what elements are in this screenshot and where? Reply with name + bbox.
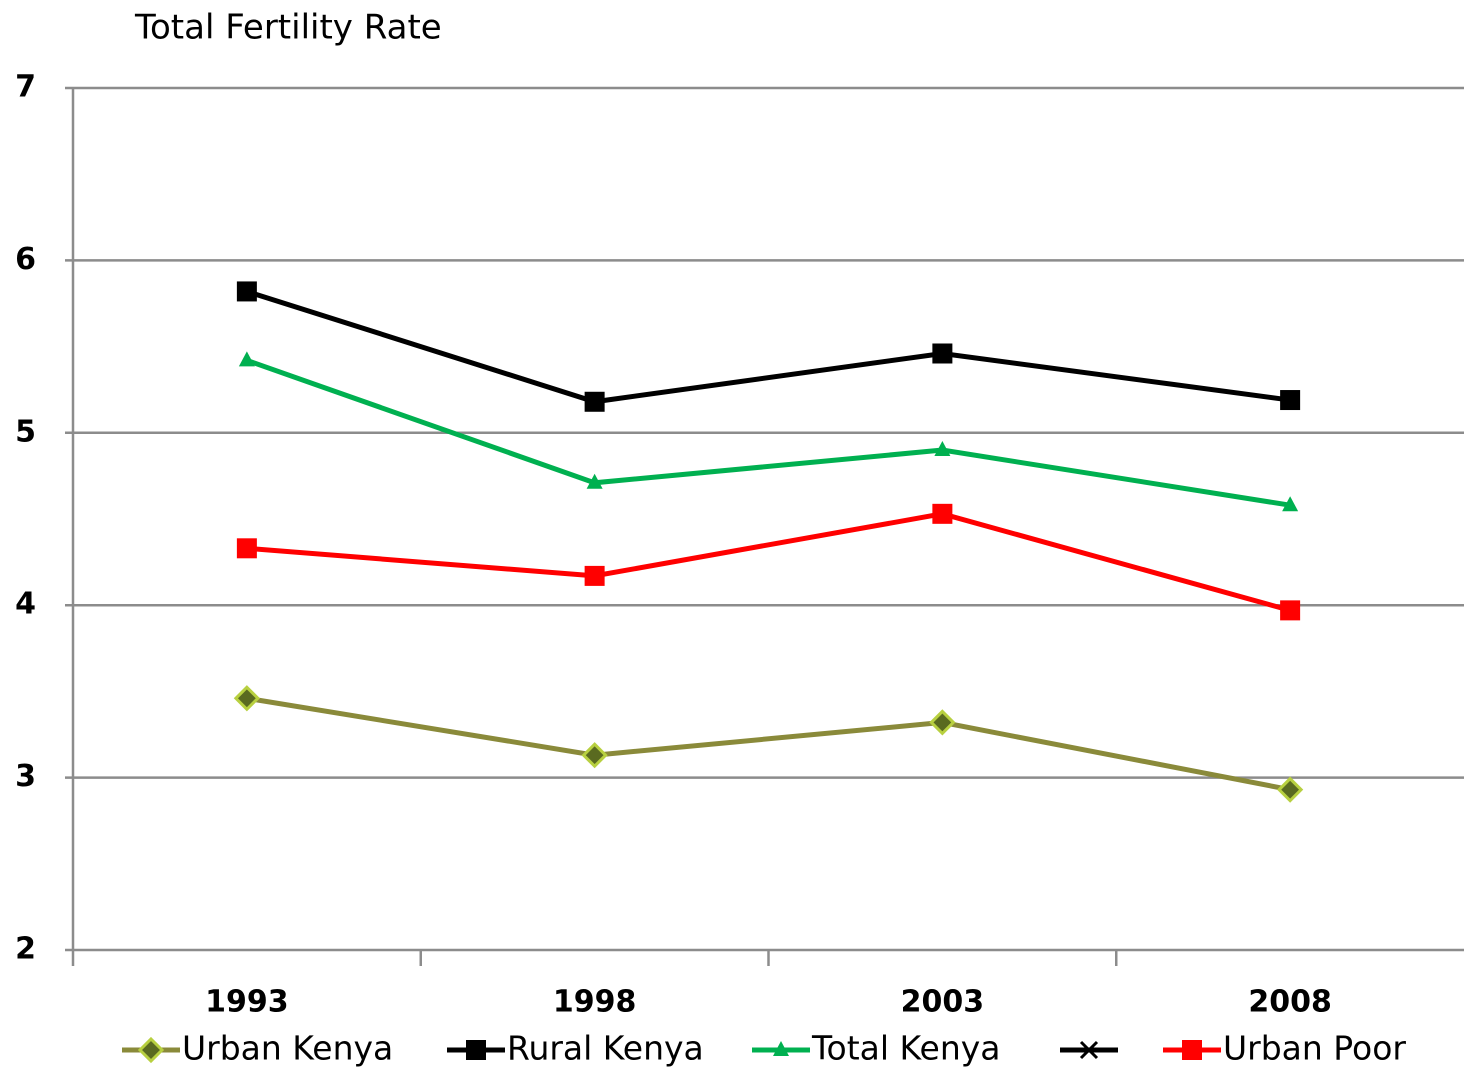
marker	[1280, 390, 1301, 411]
marker	[236, 281, 257, 302]
series-line	[246, 695, 1291, 793]
legend-marker	[1182, 1040, 1202, 1060]
marker	[238, 351, 255, 367]
marker	[932, 503, 953, 524]
series-line	[246, 511, 1291, 613]
marker	[934, 441, 951, 457]
marker	[236, 538, 257, 559]
marker	[586, 473, 603, 489]
series-line	[246, 289, 1291, 405]
x-tick-label: 1998	[553, 985, 637, 1020]
marker	[581, 742, 608, 769]
legend-marker	[773, 1041, 789, 1056]
marker	[233, 685, 260, 712]
x-tick-label: 1993	[205, 985, 289, 1020]
marker	[929, 709, 956, 736]
legend-marker	[466, 1040, 486, 1060]
series-line	[246, 358, 1291, 508]
y-tick-label: 2	[15, 932, 36, 967]
y-tick-label: 6	[15, 242, 36, 277]
marker	[584, 565, 605, 586]
chart-title: Total Fertility Rate	[134, 8, 442, 48]
x-tick-label: 2008	[1248, 985, 1332, 1020]
legend-marker	[1079, 1040, 1099, 1060]
y-tick-label: 4	[15, 587, 36, 622]
marker	[1282, 496, 1299, 512]
marker	[1277, 776, 1304, 803]
marker	[932, 343, 953, 364]
legend-label: Rural Kenya	[507, 1029, 704, 1068]
y-tick-label: 5	[15, 414, 36, 449]
y-tick-label: 3	[15, 759, 36, 794]
y-tick-label: 7	[15, 70, 36, 105]
legend-label: Total Kenya	[811, 1029, 1001, 1068]
x-tick-label: 2003	[901, 985, 985, 1020]
legend-marker	[137, 1036, 165, 1064]
marker	[1280, 600, 1301, 621]
legend-label: Urban Poor	[1223, 1029, 1406, 1068]
marker	[584, 391, 605, 412]
legend-label: Urban Kenya	[182, 1029, 393, 1068]
